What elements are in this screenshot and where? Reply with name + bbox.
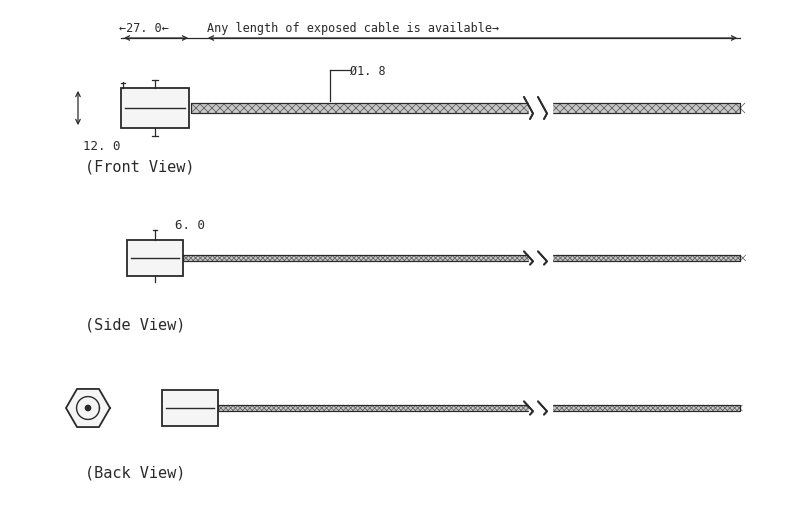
Text: ←27. 0←: ←27. 0← <box>119 22 169 35</box>
Polygon shape <box>66 389 110 427</box>
Bar <box>183 255 740 261</box>
Bar <box>218 405 740 411</box>
Bar <box>218 405 740 411</box>
Bar <box>191 103 740 113</box>
Circle shape <box>86 405 90 411</box>
Text: 6. 0: 6. 0 <box>175 219 205 232</box>
FancyBboxPatch shape <box>162 390 218 426</box>
Bar <box>183 255 740 261</box>
Text: (Back View): (Back View) <box>85 465 186 480</box>
Text: (Side View): (Side View) <box>85 318 186 333</box>
FancyBboxPatch shape <box>121 88 189 128</box>
Text: 12. 0: 12. 0 <box>83 140 121 153</box>
FancyBboxPatch shape <box>127 240 183 276</box>
Bar <box>191 103 740 113</box>
Text: Any length of exposed cable is available→: Any length of exposed cable is available… <box>207 22 499 35</box>
Text: (Front View): (Front View) <box>85 160 194 175</box>
Text: Ø1. 8: Ø1. 8 <box>350 65 386 78</box>
